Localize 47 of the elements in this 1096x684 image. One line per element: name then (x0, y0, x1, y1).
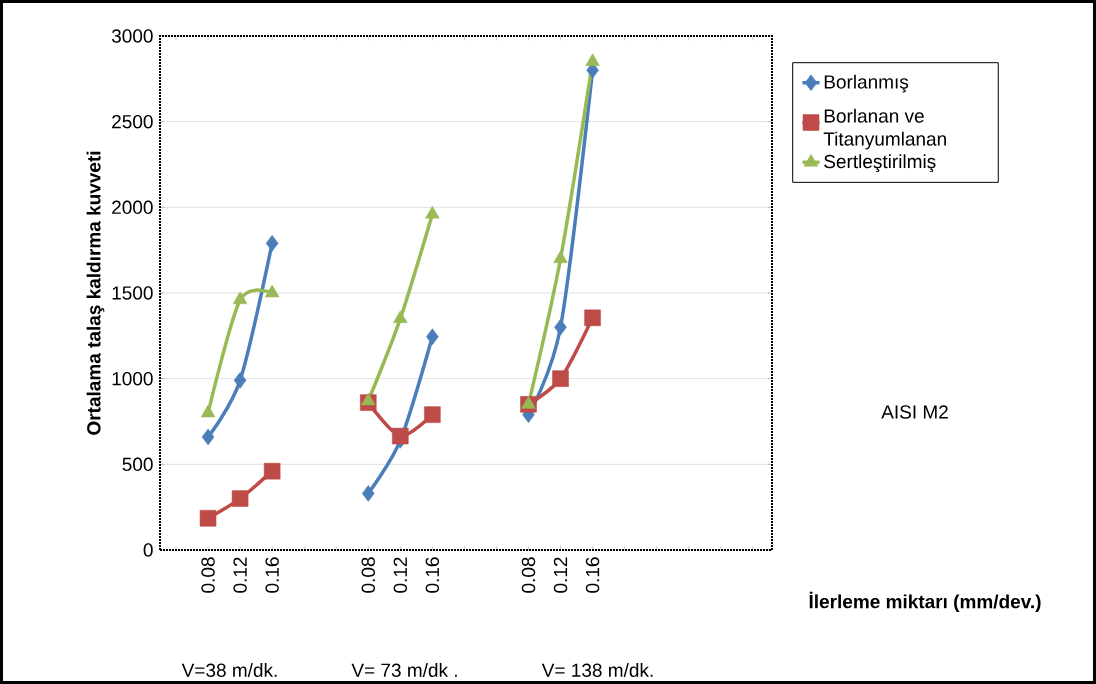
point (263, 462, 281, 480)
y-tick-label: 500 (122, 457, 153, 472)
y-tick-label: 2500 (112, 114, 153, 129)
x-tick-label: 0.08 (361, 557, 375, 593)
x-tick-label: 0.12 (233, 557, 247, 593)
point (392, 427, 409, 445)
text: AISI M2 (881, 405, 948, 419)
point (553, 250, 568, 263)
point (233, 372, 247, 389)
point (521, 396, 536, 409)
point (361, 392, 376, 406)
x-tick-label: 0.08 (521, 557, 536, 593)
text: V= 138 m/dk. (541, 663, 653, 677)
point (231, 490, 249, 507)
point (264, 284, 280, 298)
point (425, 205, 440, 219)
y-tick-label: 3000 (111, 29, 153, 43)
point (554, 319, 567, 336)
point (201, 428, 215, 446)
x-tick-label: 0.16 (585, 557, 600, 593)
y-tick-label: 0 (143, 543, 153, 557)
y-tick-label: 1500 (112, 286, 153, 300)
y-tick-label: 2000 (112, 200, 153, 215)
x-tick-label: 0.16 (425, 557, 440, 593)
y-tick-label: 1000 (112, 371, 153, 386)
x-tick-label: 0.08 (201, 557, 215, 593)
legend-label: Borlanmış (824, 74, 909, 93)
point (232, 291, 248, 305)
legend-label: Sertleştirilmiş (824, 154, 936, 173)
point (362, 485, 375, 502)
point (265, 235, 279, 252)
y-axis-title: Ortalama talaş kaldırma kuvveti (86, 151, 105, 435)
point (552, 370, 569, 387)
point (200, 404, 216, 418)
point (584, 309, 601, 327)
text: V=38 m/dk. (181, 663, 277, 677)
point (199, 510, 217, 527)
point (424, 406, 441, 423)
point (426, 328, 439, 345)
point (585, 53, 600, 66)
x-tick-label: 0.16 (265, 557, 279, 593)
x-axis-title: İlerleme miktarı (mm/dev.) (809, 591, 1041, 613)
point (393, 310, 408, 323)
legend-label: Borlanan ve Titanyumlanan (823, 108, 946, 150)
x-tick-label: 0.12 (553, 557, 568, 593)
x-tick-label: 0.12 (393, 557, 408, 593)
text: V= 73 m/dk . (351, 663, 457, 677)
